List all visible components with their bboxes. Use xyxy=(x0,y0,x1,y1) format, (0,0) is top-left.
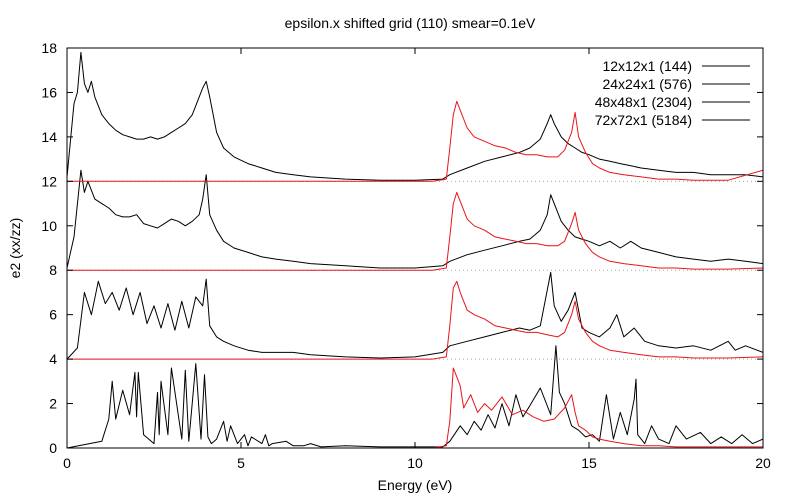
legend-label: 12x12x1 (144) xyxy=(602,58,692,74)
x-tick-label: 10 xyxy=(407,455,423,471)
y-tick-label: 0 xyxy=(49,440,57,456)
legend-label: 48x48x1 (2304) xyxy=(595,94,692,110)
x-axis: 0 5 10 15 20 xyxy=(63,48,771,471)
y-tick-label: 16 xyxy=(41,84,57,100)
y-tick-label: 18 xyxy=(41,40,57,56)
series-line-3 xyxy=(67,280,764,360)
series-line-1 xyxy=(67,367,763,449)
x-tick-label: 15 xyxy=(581,455,597,471)
x-tick-label: 0 xyxy=(63,455,71,471)
x-axis-label: Energy (eV) xyxy=(378,477,453,493)
series-line-2 xyxy=(66,271,764,360)
y-tick-label: 14 xyxy=(41,129,57,145)
legend: 12x12x1 (144) 24x24x1 (576) 48x48x1 (2304)… xyxy=(595,58,750,128)
series-line-6 xyxy=(66,51,764,181)
y-tick-label: 8 xyxy=(49,262,57,278)
y-axis: 0 2 4 6 8 10 12 14 16 18 xyxy=(41,40,763,456)
x-tick-label: 20 xyxy=(755,455,771,471)
y-axis-label: e2 (xx/zz) xyxy=(7,218,23,279)
y-tick-label: 4 xyxy=(49,351,57,367)
series-line-4 xyxy=(66,169,764,269)
y-tick-label: 10 xyxy=(41,218,57,234)
x-tick-label: 5 xyxy=(237,455,245,471)
legend-label: 72x72x1 (5184) xyxy=(595,112,692,128)
y-tick-label: 12 xyxy=(41,173,57,189)
series-line-7 xyxy=(67,100,764,182)
series-line-5 xyxy=(67,191,764,271)
series-group xyxy=(66,51,764,449)
y-tick-label: 2 xyxy=(49,396,57,412)
y-tick-label: 6 xyxy=(49,307,57,323)
legend-label: 24x24x1 (576) xyxy=(602,76,692,92)
series-line-0 xyxy=(66,345,764,449)
chart-title: epsilon.x shifted grid (110) smear=0.1eV xyxy=(285,15,536,31)
